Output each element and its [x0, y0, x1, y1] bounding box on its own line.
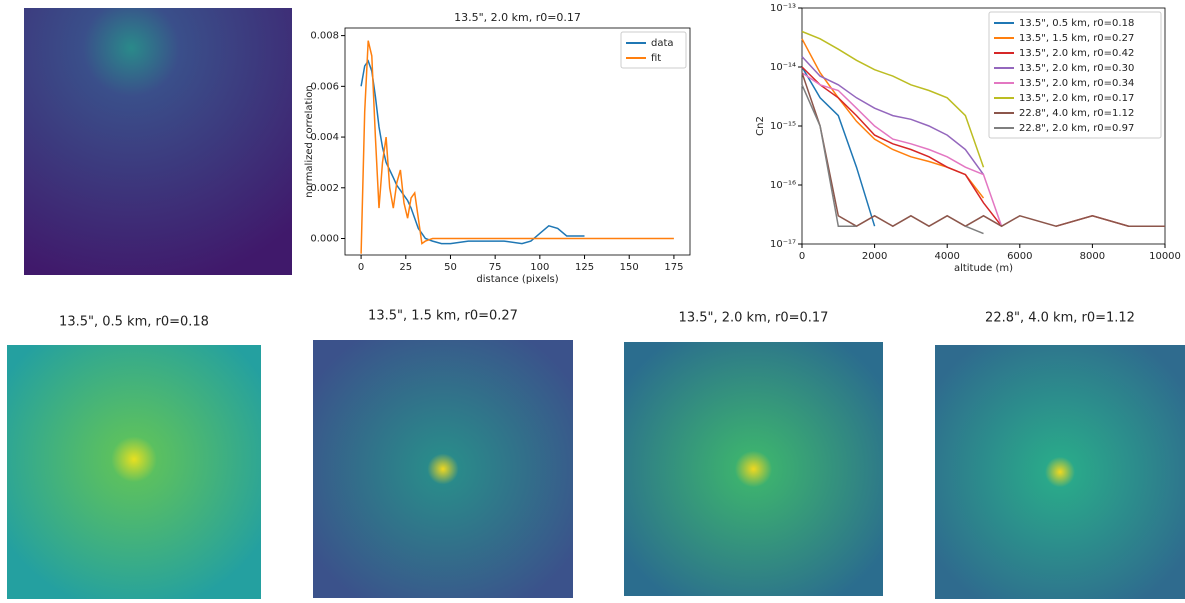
y-tick-label: 0.002	[310, 183, 339, 194]
legend-label: fit	[651, 53, 661, 64]
series-line	[801, 66, 876, 227]
image	[624, 342, 883, 596]
x-tick-label: 2000	[862, 251, 887, 262]
image	[313, 340, 573, 598]
x-tick-label: 10000	[1149, 251, 1181, 262]
panel-title: 13.5", 0.5 km, r0=0.18	[59, 315, 209, 330]
x-tick-label: 0	[358, 262, 364, 273]
x-tick-label: 75	[489, 262, 502, 273]
x-tick-label: 6000	[1007, 251, 1032, 262]
legend-label: data	[651, 38, 674, 49]
y-tick-label: 10⁻¹⁵	[770, 121, 796, 132]
panel-title: 13.5", 1.5 km, r0=0.27	[368, 309, 518, 324]
y-tick-label: 0.000	[310, 234, 339, 245]
y-tick-label: 0.006	[310, 81, 339, 92]
image	[24, 8, 292, 275]
series-line	[360, 40, 674, 254]
y-tick-label: 0.008	[310, 31, 339, 42]
x-tick-label: 50	[444, 262, 457, 273]
series-line	[801, 72, 1003, 227]
legend-label: 22.8", 4.0 km, r0=1.12	[1019, 108, 1134, 119]
panel-title: 22.8", 4.0 km, r0=1.12	[985, 311, 1135, 326]
x-tick-label: 100	[530, 262, 549, 273]
legend-label: 13.5", 2.0 km, r0=0.42	[1019, 48, 1134, 59]
chart-title: 13.5", 2.0 km, r0=0.17	[454, 11, 581, 24]
x-tick-label: 25	[399, 262, 412, 273]
legend-label: 13.5", 1.5 km, r0=0.27	[1019, 33, 1134, 44]
y-tick-label: 10⁻¹⁷	[770, 239, 796, 250]
series-line	[801, 72, 1165, 228]
image	[935, 345, 1185, 599]
series-line	[801, 56, 985, 176]
image	[7, 345, 261, 599]
x-axis-label: altitude (m)	[954, 263, 1013, 274]
series-line	[801, 30, 985, 168]
y-axis-label: Cn2	[755, 116, 766, 136]
y-tick-label: 10⁻¹⁴	[770, 62, 796, 73]
legend-label: 13.5", 2.0 km, r0=0.17	[1019, 93, 1134, 104]
plot-frame	[344, 27, 691, 256]
y-tick-label: 0.004	[310, 132, 339, 143]
x-tick-label: 8000	[1080, 251, 1105, 262]
x-tick-label: 0	[799, 251, 805, 262]
legend-label: 13.5", 2.0 km, r0=0.34	[1019, 78, 1134, 89]
x-tick-label: 125	[575, 262, 594, 273]
y-axis-label: normalized correlation	[304, 85, 315, 197]
x-tick-label: 175	[664, 262, 683, 273]
legend-label: 22.8", 2.0 km, r0=0.97	[1019, 123, 1134, 134]
y-tick-label: 10⁻¹³	[770, 3, 796, 14]
x-tick-label: 4000	[934, 251, 959, 262]
legend-label: 13.5", 2.0 km, r0=0.30	[1019, 63, 1134, 74]
y-tick-label: 10⁻¹⁶	[770, 180, 796, 191]
legend-box	[988, 11, 1162, 139]
panel-title: 13.5", 2.0 km, r0=0.17	[679, 311, 829, 326]
x-axis-label: distance (pixels)	[476, 274, 558, 285]
x-tick-label: 150	[620, 262, 639, 273]
legend-label: 13.5", 0.5 km, r0=0.18	[1019, 18, 1134, 29]
series-line	[360, 59, 585, 245]
